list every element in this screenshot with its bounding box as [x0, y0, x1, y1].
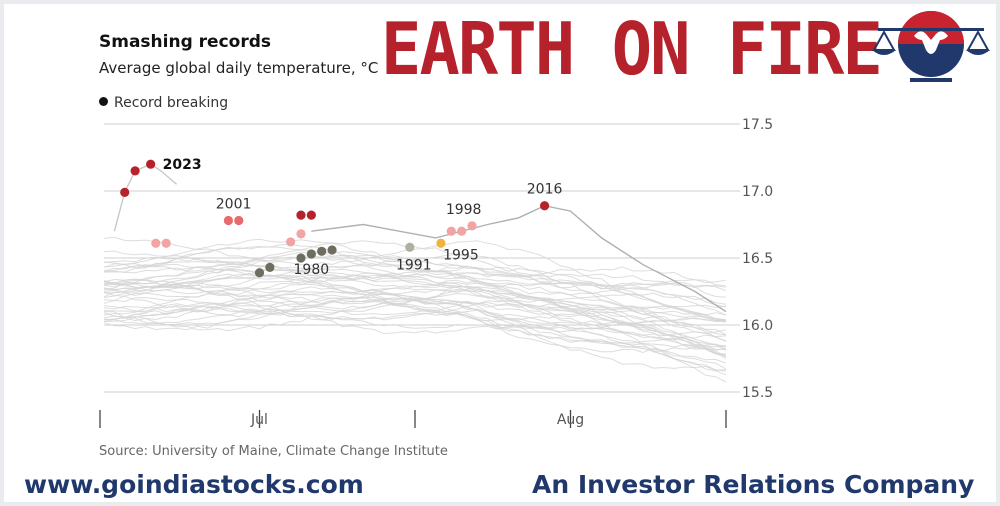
background-series-line	[103, 274, 727, 351]
axes: 15.5 16.0 16.5 17.0 17.5 Jul Aug	[99, 117, 773, 428]
legend-dot-icon	[99, 97, 108, 106]
background-series-line	[103, 293, 727, 370]
record-point-0-1	[130, 166, 140, 176]
record-point-2-0	[223, 215, 233, 226]
record-point-5-5	[327, 245, 337, 255]
scales-bull-logo-icon	[872, 11, 990, 82]
year-label-1991: 1991	[396, 257, 432, 273]
year-label-2016: 2016	[527, 182, 563, 198]
background-series	[103, 236, 727, 383]
background-series-line	[103, 243, 727, 316]
record-point-7-0	[436, 238, 446, 248]
background-series-line	[103, 250, 727, 342]
company-tagline: An Investor Relations Company	[532, 470, 975, 499]
record-point-0-0	[120, 187, 130, 197]
background-series-line	[103, 236, 727, 321]
chart-title: Smashing records	[99, 32, 272, 52]
y-tick-label-2: 16.5	[742, 251, 773, 267]
record-point-4-1	[306, 210, 316, 220]
record-labels: 2023 2001 1980 1991 1995 1998 2016	[163, 157, 563, 278]
record-point-4-0	[296, 210, 306, 220]
y-tick-label-1: 16.0	[742, 318, 773, 334]
record-point-1-0	[151, 238, 161, 248]
x-tick-label-1: Jul	[250, 412, 268, 428]
y-tick-label-3: 17.0	[742, 184, 773, 200]
legend-label: Record breaking	[114, 95, 229, 111]
background-series-line	[103, 263, 727, 316]
x-tick-label-3: Aug	[557, 412, 584, 428]
record-point-5-3	[306, 249, 316, 259]
background-series-line	[103, 272, 727, 343]
chart-subtitle: Average global daily temperature, °C	[99, 59, 379, 77]
record-point-8-1	[457, 226, 467, 236]
source-note: Source: University of Maine, Climate Cha…	[99, 444, 448, 459]
background-series-line	[103, 300, 727, 354]
record-point-0-2	[146, 159, 156, 169]
year-label-1998: 1998	[446, 202, 482, 218]
background-series-line	[103, 308, 727, 355]
legend: Record breaking	[99, 95, 228, 111]
record-point-5-2	[296, 253, 306, 263]
record-points	[120, 159, 550, 278]
background-series-line	[103, 277, 727, 350]
background-series-line	[103, 267, 727, 336]
background-series-line	[103, 283, 727, 358]
background-series-line	[103, 278, 727, 321]
background-series-line	[103, 238, 727, 298]
background-series-line	[103, 256, 727, 308]
background-series-line	[103, 272, 727, 310]
year-label-2001: 2001	[216, 196, 252, 212]
record-point-6-0	[405, 242, 415, 252]
earth-on-fire-banner: EARTH ON FIRE	[381, 7, 883, 91]
record-point-3-1	[296, 229, 306, 239]
website-link[interactable]: www.goindiastocks.com	[24, 470, 364, 499]
year-label-1995: 1995	[443, 247, 479, 263]
year-label-1980: 1980	[294, 262, 330, 278]
background-series-line	[103, 259, 727, 323]
record-point-3-0	[286, 237, 296, 247]
background-series-line	[103, 268, 727, 305]
record-point-5-4	[317, 246, 327, 256]
background-series-line	[103, 284, 727, 337]
record-point-1-1	[161, 238, 171, 248]
record-point-5-0	[254, 268, 265, 278]
background-series-line	[104, 254, 727, 292]
background-series-line	[103, 302, 727, 383]
record-point-2-1	[234, 215, 244, 226]
year-label-2023: 2023	[163, 157, 202, 173]
record-point-9-0	[539, 201, 550, 211]
background-series-line	[103, 240, 727, 288]
background-series-line	[103, 246, 727, 287]
record-point-5-1	[265, 262, 275, 272]
record-point-8-0	[446, 226, 456, 236]
background-series-line	[103, 297, 727, 344]
y-tick-label-0: 15.5	[742, 385, 773, 401]
series-line-2023	[113, 163, 178, 232]
y-tick-label-4: 17.5	[742, 117, 773, 133]
record-point-8-2	[467, 221, 477, 231]
background-series-line	[103, 281, 727, 356]
